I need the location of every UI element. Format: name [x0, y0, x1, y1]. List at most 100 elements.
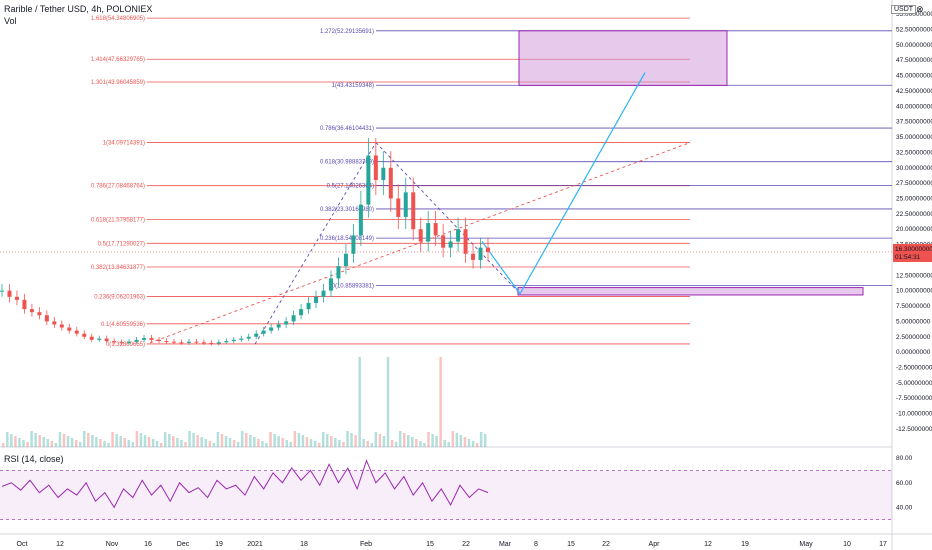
- symbol-title[interactable]: Rarible / Tether USD, 4h, POLONIEX: [4, 4, 153, 14]
- volume-bar: [240, 431, 244, 447]
- price-tick-label: 42.50000000: [896, 88, 932, 95]
- volume-bar: [334, 438, 337, 447]
- candle-body: [351, 235, 356, 254]
- volume-bar: [74, 440, 78, 447]
- fib-red-label: 0.236(9.06201963): [94, 294, 145, 300]
- time-tick-label: 16: [144, 541, 152, 548]
- time-tick-label: 12: [704, 541, 712, 548]
- candle-body: [29, 309, 34, 313]
- volume-bar: [176, 438, 179, 447]
- volume-bar: [184, 442, 187, 447]
- fib-red-label: 1.618(54.34806905): [91, 16, 145, 22]
- volume-bar: [427, 432, 430, 447]
- candle-body: [67, 327, 72, 331]
- time-tick-label: 15: [567, 541, 575, 548]
- candle-body: [201, 342, 206, 344]
- volume-bar: [423, 443, 426, 447]
- candle-body: [321, 290, 326, 297]
- volume-bar: [42, 437, 45, 447]
- close-icon[interactable]: ⊗: [916, 4, 924, 14]
- candle-body: [89, 336, 94, 340]
- volume-bar: [269, 432, 272, 447]
- volume-bar: [95, 437, 98, 447]
- volume-bar: [66, 436, 70, 447]
- price-tick-label: 55.00000000: [896, 11, 932, 18]
- candle-body: [411, 192, 416, 230]
- candle-body: [388, 167, 393, 199]
- time-tick-label: 18: [300, 541, 308, 548]
- volume-bar: [435, 436, 438, 447]
- volume-bar: [402, 433, 406, 447]
- volume-bar: [18, 438, 21, 447]
- volume-bar: [321, 432, 325, 447]
- candle-body: [22, 299, 27, 310]
- candle-body: [418, 229, 423, 242]
- time-tick-label: Feb: [360, 541, 372, 548]
- candle-body: [179, 342, 184, 344]
- volume-bar: [30, 431, 33, 447]
- time-tick-label: 2021: [247, 541, 263, 548]
- candle-body: [37, 312, 42, 316]
- candle-body: [261, 330, 266, 334]
- time-tick-label: 19: [215, 541, 223, 548]
- candle-body: [478, 247, 483, 260]
- volume-bar: [253, 437, 256, 447]
- volume-bar: [208, 441, 212, 447]
- volume-bar: [70, 438, 74, 447]
- rsi-label[interactable]: RSI (14, close): [4, 454, 64, 464]
- candle-body: [194, 341, 199, 343]
- time-tick-label: May: [799, 541, 813, 548]
- volume-bar: [447, 442, 450, 447]
- support-zone-box: [517, 287, 864, 296]
- price-tick-label: 0.00000000: [896, 349, 931, 356]
- volume-bar: [415, 439, 418, 447]
- price-tick-label: -12.50000000: [896, 426, 932, 433]
- volume-bar: [386, 357, 390, 447]
- price-tick-label: 30.00000000: [896, 165, 932, 172]
- volume-bar: [443, 440, 446, 447]
- price-badge-value: 16.30000000: [895, 246, 932, 253]
- candle-body: [314, 296, 319, 303]
- volume-bar: [257, 439, 260, 447]
- candle-body: [231, 339, 236, 342]
- price-tick-label: 50.00000000: [896, 42, 932, 49]
- price-badge: [893, 243, 932, 262]
- volume-bar: [301, 435, 305, 447]
- volume-bar: [115, 434, 118, 447]
- candle-body: [269, 327, 274, 331]
- volume-bar: [273, 434, 276, 447]
- rsi-band: [0, 470, 892, 520]
- volume-bar: [135, 431, 139, 447]
- volume-bar: [58, 432, 62, 447]
- volume-bar: [358, 357, 361, 447]
- candle-body: [104, 338, 109, 342]
- volume-bar: [91, 435, 94, 447]
- projection-path: [481, 72, 646, 295]
- volume-bar: [54, 443, 58, 447]
- volume-bar: [362, 439, 365, 447]
- volume-bar: [232, 440, 236, 447]
- volume-bar: [188, 431, 191, 447]
- candle-body: [216, 342, 221, 344]
- candle-body: [209, 342, 214, 344]
- volume-bar: [151, 439, 155, 447]
- candle-body: [0, 290, 4, 292]
- volume-bar: [103, 441, 106, 447]
- volume-bar: [455, 433, 459, 447]
- candle-body: [52, 321, 57, 325]
- time-tick-label: 17: [879, 541, 887, 548]
- candle-body: [306, 302, 311, 310]
- fib-red-label: 1.301(43.96045859): [91, 80, 145, 86]
- fib-red-label: 0.5(17.71290027): [98, 241, 145, 247]
- volume-bar: [180, 440, 183, 447]
- currency-badge[interactable]: USDT: [891, 5, 917, 14]
- candle-body: [149, 337, 154, 340]
- volume-bar: [378, 434, 382, 447]
- candle-body: [343, 253, 348, 267]
- volume-bar: [419, 441, 422, 447]
- price-tick-label: 5.00000000: [896, 318, 931, 325]
- price-tick-label: 7.50000000: [896, 303, 931, 310]
- price-tick-label: -7.50000000: [896, 395, 932, 402]
- volume-bar: [62, 434, 66, 447]
